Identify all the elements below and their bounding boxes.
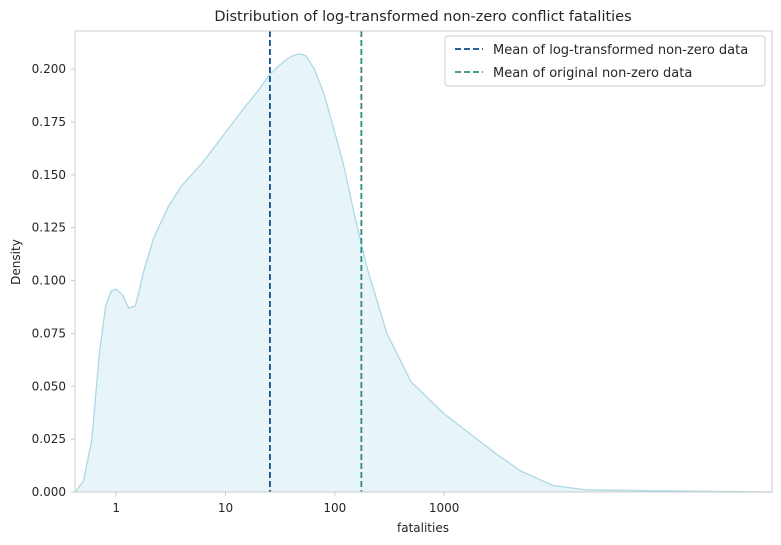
density-curve <box>74 53 773 493</box>
legend-box <box>444 35 766 87</box>
y-tick-label: 0.150 <box>32 168 66 182</box>
y-tick-label: 0.000 <box>32 485 66 499</box>
x-tick-label: 1 <box>112 501 120 515</box>
y-tick-label: 0.200 <box>32 62 66 76</box>
x-axis-label: fatalities <box>397 521 449 535</box>
chart-title: Distribution of log-transformed non-zero… <box>214 9 631 25</box>
y-tick-label: 0.100 <box>32 274 66 288</box>
y-tick-label: 0.050 <box>32 379 66 393</box>
x-tick-label: 100 <box>323 501 346 515</box>
y-axis-label: Density <box>9 239 23 285</box>
legend: Mean of log-transformed non-zero data Me… <box>444 35 766 87</box>
plot-frame <box>74 30 773 493</box>
y-tick-label: 0.025 <box>32 432 66 446</box>
x-axis-ticks: 1 10 100 1000 <box>112 492 459 515</box>
plot-area <box>74 31 773 493</box>
legend-label-mean-log: Mean of log-transformed non-zero data <box>493 43 748 58</box>
y-tick-label: 0.075 <box>32 326 66 340</box>
density-area <box>75 54 772 492</box>
legend-label-mean-original: Mean of original non-zero data <box>493 66 692 81</box>
x-tick-label: 1000 <box>429 501 460 515</box>
y-tick-label: 0.175 <box>32 115 66 129</box>
y-axis-ticks: 0.000 0.025 0.050 0.075 0.100 0.125 0.150 0.175… <box>32 62 75 499</box>
y-tick-label: 0.125 <box>32 221 66 235</box>
x-tick-label: 10 <box>218 501 233 515</box>
